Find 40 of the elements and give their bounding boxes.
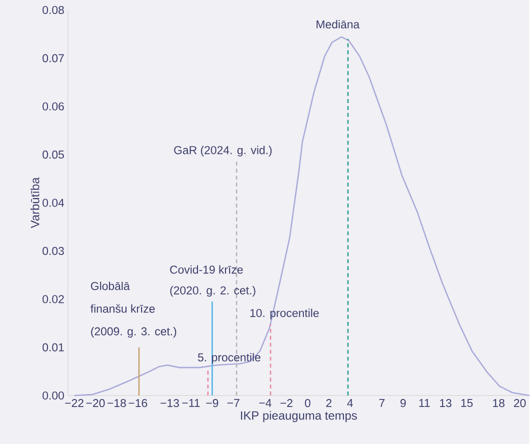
x-tick-label: −4: [259, 398, 272, 407]
y-tick-label: 0.02: [42, 294, 64, 303]
x-tick-label: −18: [108, 398, 126, 407]
y-tick-label: 0.01: [42, 343, 64, 352]
line-series: [74, 36, 530, 396]
y-tick-label: 0.06: [42, 102, 64, 110]
x-tick-label: 7: [379, 398, 385, 407]
y-tick-label: 0.03: [42, 246, 64, 255]
x-tick-label: −9: [206, 398, 218, 407]
x-tick-label: 2: [326, 398, 332, 407]
x-tick-label: −11: [182, 398, 200, 407]
x-tick-label: 20: [514, 398, 526, 407]
x-tick-label: −20: [86, 398, 105, 407]
x-axis-title: IKP pieauguma temps: [241, 410, 357, 422]
y-tick-label: 0.00: [42, 391, 64, 400]
annotation: 10. procentile: [250, 308, 319, 320]
annotation: Globālā: [90, 281, 130, 290]
x-tick-label: 4: [347, 398, 353, 407]
x-tick-label: −7: [227, 398, 240, 407]
x-tick-label: −13: [160, 398, 179, 407]
annotation: GaR (2024. g. vid.): [174, 146, 272, 156]
x-tick-label: 13: [440, 398, 452, 407]
y-tick-label: 0.05: [42, 150, 64, 158]
y-tick-label: 0.04: [42, 198, 64, 207]
x-tick-label: 11: [419, 398, 430, 407]
y-tick-label: 0.08: [42, 6, 64, 14]
annotation: Covid-19 krīze: [170, 265, 243, 274]
y-tick-label: 0.07: [42, 54, 64, 62]
y-axis-title: Varbūtība: [30, 177, 40, 228]
x-tick-label: −16: [128, 398, 148, 407]
x-tick-label: 15: [461, 398, 473, 407]
annotation: finanšu krīze: [90, 304, 155, 313]
x-tick-label: 9: [400, 398, 406, 407]
x-tick-label: 18: [493, 398, 504, 407]
x-tick-label: 0: [304, 398, 310, 407]
x-tick-label: −22: [65, 398, 84, 407]
annotation: (2020. g. 2. cet.): [170, 286, 256, 296]
annotation: Mediāna: [316, 20, 360, 28]
x-tick-label: −2: [280, 398, 292, 407]
annotation: (2009. g. 3. cet.): [91, 326, 176, 338]
